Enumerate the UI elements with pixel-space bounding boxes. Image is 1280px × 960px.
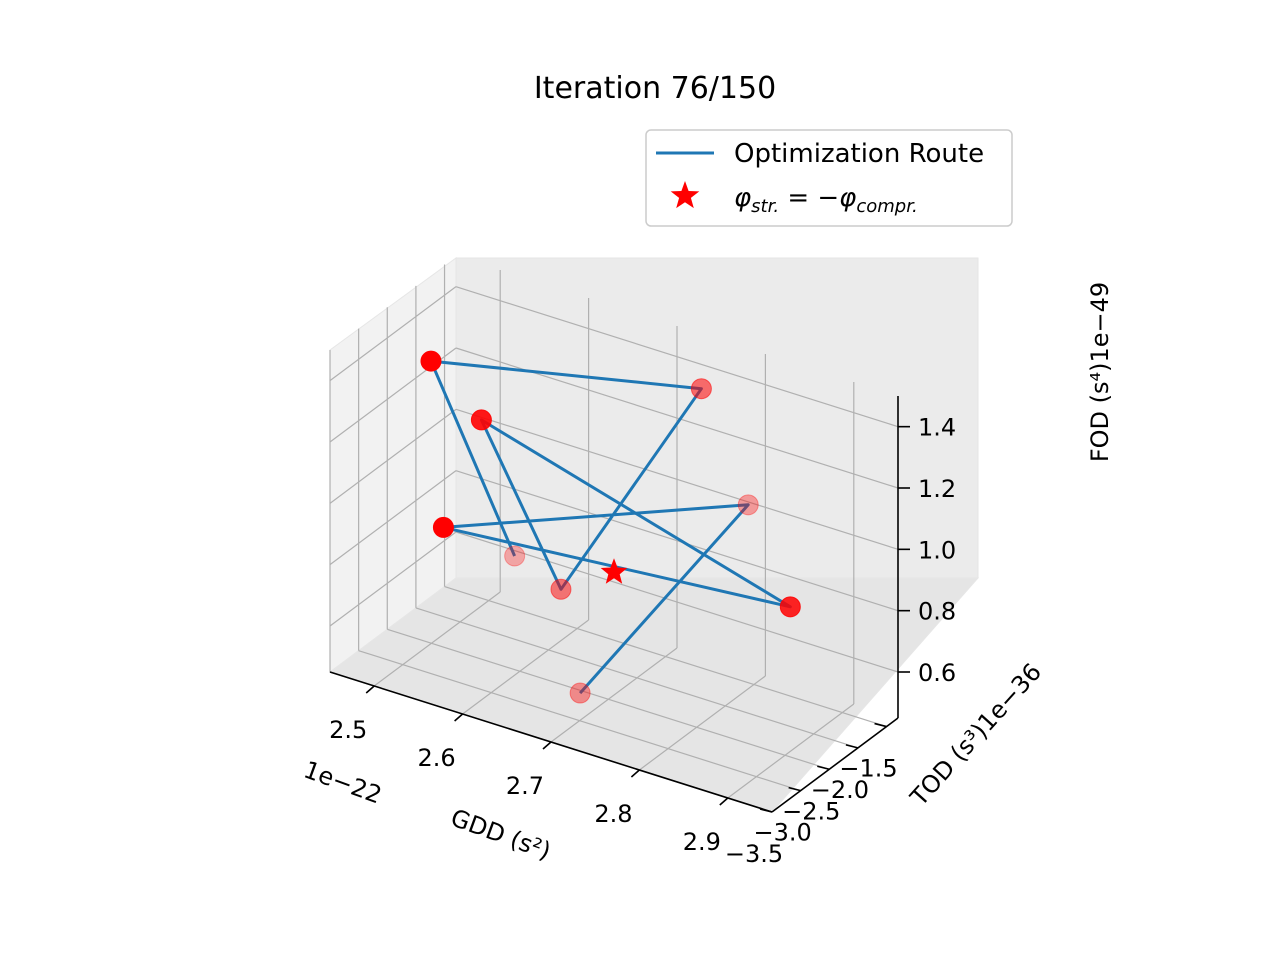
route-point: [737, 494, 759, 516]
grid-line-y-floor: [444, 585, 887, 728]
x-tick: [719, 797, 729, 806]
x-tick: [630, 769, 640, 778]
x-tick: [365, 685, 375, 694]
route-points: [420, 350, 801, 704]
legend-equals: = −: [779, 183, 839, 213]
z-tick-label: 1.2: [918, 475, 956, 503]
y-tick: [874, 722, 887, 728]
route-point: [420, 350, 442, 372]
z-tick-label: 0.6: [918, 659, 956, 687]
x-tick: [454, 713, 464, 722]
grid-line-z-left: [329, 286, 457, 382]
x-axis-offset: 1e−22: [300, 756, 385, 810]
axes-panes: [328, 257, 980, 813]
route-point: [432, 516, 454, 538]
legend-route-label: Optimization Route: [734, 139, 984, 169]
legend-box: [645, 129, 1013, 227]
route-point: [470, 409, 492, 431]
y-tick-label: −2.5: [782, 797, 840, 825]
grid-line-x-floor: [550, 647, 678, 743]
route-point: [690, 378, 712, 400]
route-point: [504, 545, 526, 567]
y-tick: [788, 786, 801, 792]
grid-line-y-floor: [358, 650, 801, 792]
grid-lines: [329, 264, 899, 813]
legend: Optimization Route φstr. = −φcompr.: [645, 129, 1013, 227]
grid-line-z-back: [455, 408, 899, 550]
legend-phi-2: φ: [839, 183, 856, 213]
route-point: [779, 596, 801, 618]
legend-sub-2: compr.: [856, 196, 917, 217]
y-tick: [845, 744, 859, 749]
grid-line-z-back: [455, 531, 899, 673]
legend-phi-1: φ: [734, 183, 751, 213]
grid-line-y-floor: [387, 628, 830, 770]
z-axis-label: FOD (s⁴)1e−49: [1086, 282, 1114, 462]
x-tick-label: 2.6: [418, 744, 456, 772]
y-tick-label: −3.0: [753, 819, 811, 847]
grid-line-z-back: [455, 470, 899, 612]
grid-line-x-floor: [639, 675, 766, 771]
x-tick-label: 2.7: [506, 772, 544, 800]
y-tick-label: −2.0: [811, 776, 869, 804]
target-marker: [600, 558, 628, 584]
z-tick-label: 0.8: [918, 598, 956, 626]
legend-star-icon: [670, 181, 700, 209]
x-tick-label: 2.8: [594, 800, 632, 828]
grid-line-z-back: [455, 286, 899, 428]
target-star: [600, 558, 628, 584]
y-tick-label: −1.5: [839, 755, 897, 783]
x-axis-label: GDD (s²): [447, 804, 554, 866]
grid-line-z-left: [329, 408, 457, 504]
x-tick-label: 2.9: [683, 828, 721, 856]
grid-line-y-floor: [415, 607, 859, 749]
legend-target-label: φstr. = −φcompr.: [734, 183, 918, 217]
x-tick: [542, 741, 552, 750]
grid-line-z-left: [329, 531, 457, 627]
route-point: [569, 682, 591, 704]
z-tick-label: 1.4: [918, 414, 956, 442]
legend-sub-1: str.: [751, 196, 779, 217]
grid-line-x-floor: [462, 619, 589, 715]
grid-line-x-floor: [727, 703, 855, 799]
grid-line-z-left: [329, 470, 457, 566]
tick-marks: [365, 425, 910, 813]
grid-line-x-floor: [373, 591, 501, 687]
y-axis-line: [771, 717, 899, 813]
tick-labels: 2.5 2.6 2.7 2.8 2.9 −1.5−2.0−2.5−3.0−3.5 1.4 1.…: [329, 414, 956, 868]
chart-title: Iteration 76/150: [534, 71, 776, 106]
y-tick: [759, 808, 773, 813]
z-tick-label: 1.0: [918, 536, 956, 564]
x-tick-label: 2.5: [329, 716, 367, 744]
y-tick: [817, 765, 830, 771]
y-tick-label: −3.5: [725, 840, 783, 868]
route-point: [550, 578, 572, 600]
